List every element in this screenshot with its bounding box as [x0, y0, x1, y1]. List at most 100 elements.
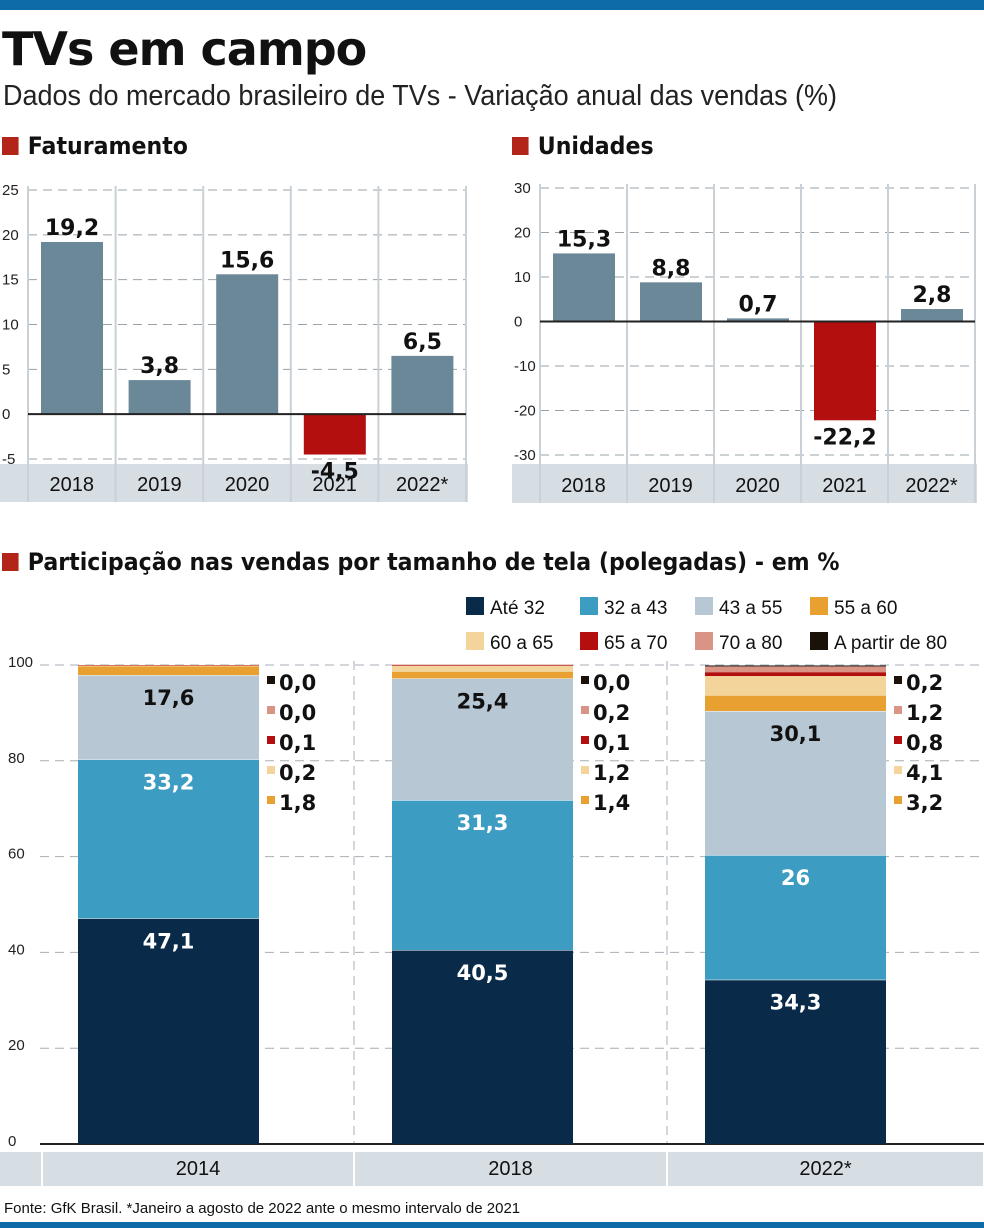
chart-1-value-label: 15,3 — [557, 227, 611, 252]
chart-1-value-label: 8,8 — [652, 256, 691, 281]
chart-0-category-label: 2020 — [225, 474, 270, 496]
chart-2-legend-label: 70 a 80 — [719, 633, 782, 654]
chart-2-legend-swatch — [695, 632, 713, 650]
chart-2-segment-label: 31,3 — [457, 811, 509, 835]
chart-2-small-value-marker — [894, 676, 902, 684]
chart-2-segment — [392, 671, 573, 679]
chart-2-legend-swatch — [810, 597, 828, 615]
source-note: Fonte: GfK Brasil. *Janeiro a agosto de … — [4, 1200, 521, 1217]
chart-2-small-value-marker — [267, 796, 275, 804]
chart-2-legend-swatch — [466, 597, 484, 615]
chart-2-small-value-label: 0,0 — [593, 671, 630, 695]
chart-2-segment — [392, 664, 573, 666]
chart-0-bar — [391, 355, 454, 415]
chart-2-category-label: 2014 — [176, 1158, 221, 1180]
chart-0-y-tick-label: 10 — [2, 317, 19, 334]
chart-1-category-label: 2020 — [735, 475, 780, 497]
chart-2-legend-label: 43 a 55 — [719, 598, 782, 619]
section-square-icon — [512, 137, 529, 155]
chart-2-small-value-label: 0,2 — [593, 701, 630, 725]
chart-2-category-label: 2018 — [488, 1158, 533, 1180]
chart-0-y-tick-label: 15 — [2, 272, 19, 289]
chart-1-y-tick-label: 0 — [514, 314, 522, 331]
chart-2-small-value-label: 1,8 — [279, 791, 316, 815]
chart-0-y-tick-label: -5 — [2, 451, 15, 468]
chart-2-segment — [392, 950, 573, 1144]
chart-2-small-value-marker — [267, 766, 275, 774]
chart-2-segment — [78, 759, 259, 919]
chart-2-segment — [705, 676, 886, 696]
chart-0-bar — [128, 380, 191, 415]
chart-2-segment-label: 33,2 — [143, 770, 195, 794]
chart-0-value-label: 3,8 — [140, 354, 179, 379]
chart-2-legend-label: Até 32 — [490, 598, 545, 619]
chart-2-small-value-marker — [581, 766, 589, 774]
top-accent-bar — [0, 0, 984, 10]
chart-1-category-label: 2018 — [561, 475, 606, 497]
chart-0-value-label: 15,6 — [220, 248, 274, 273]
chart-2-segment — [705, 672, 886, 677]
page-subtitle: Dados do mercado brasileiro de TVs - Var… — [3, 80, 838, 112]
chart-2-small-value-label: 1,2 — [906, 701, 943, 725]
chart-2-segment — [392, 800, 573, 951]
chart-2-legend-swatch — [580, 632, 598, 650]
units-chart-title: Unidades — [512, 132, 654, 160]
chart-0-value-label: 6,5 — [403, 330, 442, 355]
chart-2-small-value-marker — [894, 796, 902, 804]
chart-2-category-band — [0, 1152, 984, 1186]
chart-2-legend-swatch — [580, 597, 598, 615]
chart-2-segment — [705, 665, 886, 667]
chart-2-legend-swatch — [466, 632, 484, 650]
section-square-icon — [2, 137, 19, 155]
chart-2-small-value-marker — [894, 766, 902, 774]
chart-2-y-tick-label: 20 — [8, 1037, 25, 1054]
chart-2-legend-label: 55 a 60 — [834, 598, 897, 619]
chart-2-small-value-label: 0,1 — [279, 731, 316, 755]
chart-2-small-value-label: 4,1 — [906, 761, 943, 785]
bottom-accent-bar — [0, 1222, 984, 1228]
section-square-icon — [2, 553, 19, 571]
chart-2-small-value-marker — [581, 796, 589, 804]
chart-2-small-value-marker — [894, 706, 902, 714]
chart-2-segment — [705, 666, 886, 673]
chart-2-legend-label: 65 a 70 — [604, 633, 667, 654]
chart-0-value-label: 19,2 — [45, 216, 99, 241]
chart-2-segment-label: 25,4 — [457, 689, 509, 713]
chart-2-segment-label: 30,1 — [770, 722, 822, 746]
chart-0-category-label: 2018 — [50, 474, 95, 496]
chart-1-y-tick-label: -30 — [514, 447, 536, 464]
chart-1-category-band — [512, 464, 977, 503]
chart-2-y-tick-label: 60 — [8, 846, 25, 863]
chart-2-segment — [705, 979, 886, 1144]
chart-2-small-value-marker — [581, 706, 589, 714]
chart-0-value-label: -4,5 — [311, 460, 359, 485]
chart-2-legend-swatch — [810, 632, 828, 650]
chart-2-segment — [78, 666, 259, 676]
chart-2-segment — [705, 855, 886, 980]
chart-0-bar — [303, 414, 366, 455]
chart-1-category-label: 2022* — [905, 475, 957, 497]
chart-1-bar — [901, 309, 963, 322]
chart-1-bar — [727, 318, 789, 322]
chart-0-category-label: 2019 — [137, 474, 182, 496]
chart-2-segment-label: 26 — [781, 866, 810, 890]
chart-0-bar — [216, 274, 279, 415]
chart-2-segment — [392, 665, 573, 672]
chart-0-y-tick-label: 25 — [2, 182, 19, 199]
chart-2-small-value-label: 0,8 — [906, 731, 943, 755]
chart-2-segment-label: 40,5 — [457, 961, 509, 985]
chart-1-y-tick-label: -20 — [514, 403, 536, 420]
chart-0-y-tick-label: 5 — [2, 361, 10, 378]
chart-2-segment-label: 47,1 — [143, 929, 195, 953]
chart-2-y-tick-label: 80 — [8, 750, 25, 767]
chart-1-y-tick-label: 20 — [514, 225, 531, 242]
chart-2-segment-label: 17,6 — [143, 686, 195, 710]
screen-share-chart-title-text: Participação nas vendas por tamanho de t… — [27, 548, 840, 576]
chart-2-y-tick-label: 0 — [8, 1133, 16, 1150]
chart-2-small-value-label: 3,2 — [906, 791, 943, 815]
chart-1-y-tick-label: -10 — [514, 358, 536, 375]
chart-0-category-band — [0, 464, 468, 502]
chart-2-legend-label: 60 a 65 — [490, 633, 553, 654]
chart-2-y-tick-label: 100 — [8, 654, 33, 671]
